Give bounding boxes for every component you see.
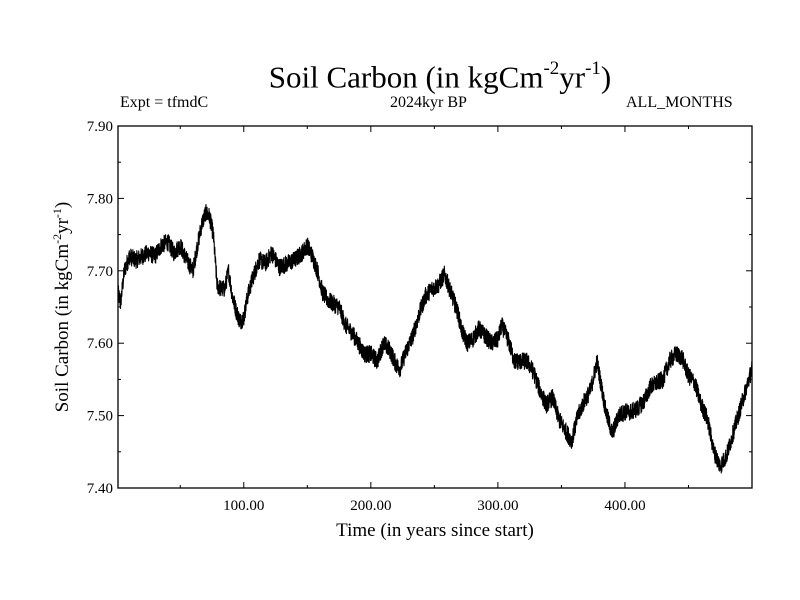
y-tick-label: 7.50 xyxy=(87,409,113,425)
months-label: ALL_MONTHS xyxy=(626,94,733,111)
chart-title: Soil Carbon (in kgCm-2yr-1) xyxy=(0,54,800,94)
plot-frame xyxy=(117,125,753,489)
title-end: ) xyxy=(600,59,612,95)
title-exponent-m: -2 xyxy=(543,58,560,79)
y-tick-label: 7.40 xyxy=(87,481,113,497)
x-tick-label: 100.00 xyxy=(223,498,264,514)
y-axis-label: Soil Carbon (in kgCm-2yr-1) xyxy=(50,202,73,413)
y-tick-label: 7.70 xyxy=(87,264,113,280)
series-group xyxy=(117,203,753,474)
axis-ticks xyxy=(118,125,752,489)
period-label: 2024kyr BP xyxy=(390,94,467,111)
y-tick-label: 7.80 xyxy=(87,191,113,207)
experiment-label: Expt = tfmdC xyxy=(120,94,209,111)
x-axis-label: Time (in years since start) xyxy=(336,520,534,541)
x-tick-label: 400.00 xyxy=(604,498,645,514)
x-tick-label: 300.00 xyxy=(477,498,518,514)
title-exponent-yr: -1 xyxy=(585,58,601,79)
y-tick-label: 7.60 xyxy=(87,336,113,352)
title-mid: yr xyxy=(559,59,586,95)
x-tick-label: 200.00 xyxy=(350,498,391,514)
series-line-soil-carbon xyxy=(117,203,753,474)
y-tick-label: 7.90 xyxy=(87,119,113,135)
title-main: Soil Carbon (in kgCm xyxy=(268,59,544,95)
axis-tick-labels: 7.40 7.50 7.60 7.70 7.80 7.90 100.00 200.00 300.… xyxy=(87,119,646,514)
